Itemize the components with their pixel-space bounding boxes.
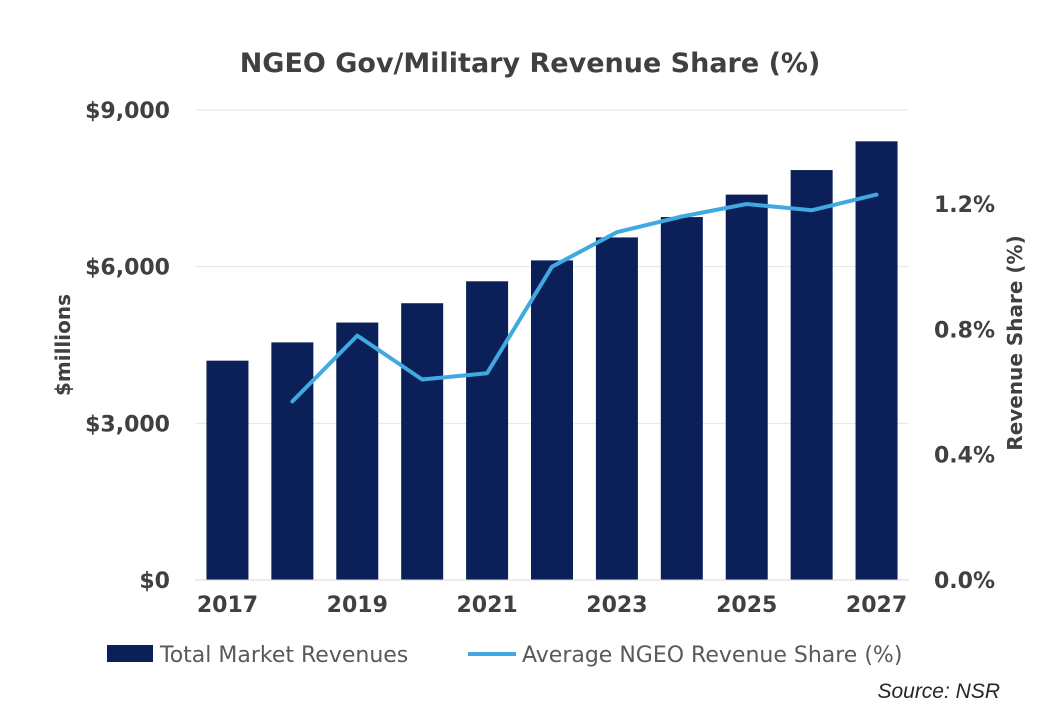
bar-2027 xyxy=(855,141,898,581)
line-series xyxy=(290,192,879,404)
bar-2021 xyxy=(466,281,509,580)
bar-2019 xyxy=(336,322,379,580)
y-tick-label-2: $6,000 xyxy=(85,256,170,281)
y2-tick-label-1: 0.4% xyxy=(934,444,995,469)
bar-2022 xyxy=(531,260,573,580)
source-note: Source: NSR xyxy=(877,680,1000,703)
x-tick-label-2021: 2021 xyxy=(456,593,517,618)
y-axis-label: $millions xyxy=(51,294,75,396)
x-tick-label-2027: 2027 xyxy=(846,593,907,618)
bar-2026 xyxy=(790,170,833,581)
legend: Total Market Revenues Average NGEO Reven… xyxy=(107,643,902,668)
y-tick-label-3: $9,000 xyxy=(85,99,170,124)
bar-2020 xyxy=(401,303,444,580)
y2-tick-label-3: 1.2% xyxy=(934,193,995,218)
legend-swatch-bars xyxy=(107,645,153,662)
line-average-share xyxy=(290,192,879,404)
bar-2024 xyxy=(660,217,703,581)
y-axis-left: $0 $3,000 $6,000 $9,000 xyxy=(85,99,170,594)
y-axis-right: 0.0% 0.4% 0.8% 1.2% xyxy=(934,193,995,594)
x-axis: 2017 2019 2021 2023 2025 2027 xyxy=(197,593,907,618)
legend-label-line: Average NGEO Revenue Share (%) xyxy=(522,643,902,668)
y-tick-label-1: $3,000 xyxy=(85,412,170,437)
y2-tick-label-0: 0.0% xyxy=(934,569,995,594)
chart-title: NGEO Gov/Military Revenue Share (%) xyxy=(240,48,821,79)
x-tick-label-2023: 2023 xyxy=(586,593,647,618)
x-tick-label-2025: 2025 xyxy=(716,593,777,618)
bar-2018 xyxy=(271,342,314,580)
x-tick-label-2019: 2019 xyxy=(327,593,388,618)
y2-axis-label: Revenue Share (%) xyxy=(1003,235,1027,450)
bar-2025 xyxy=(725,194,768,580)
legend-label-bars: Total Market Revenues xyxy=(159,643,408,668)
bar-series xyxy=(206,141,898,581)
bar-2023 xyxy=(595,237,638,580)
x-tick-label-2017: 2017 xyxy=(197,593,258,618)
y2-tick-label-2: 0.8% xyxy=(934,318,995,343)
bar-2017 xyxy=(206,360,249,580)
y-tick-label-0: $0 xyxy=(139,569,170,594)
